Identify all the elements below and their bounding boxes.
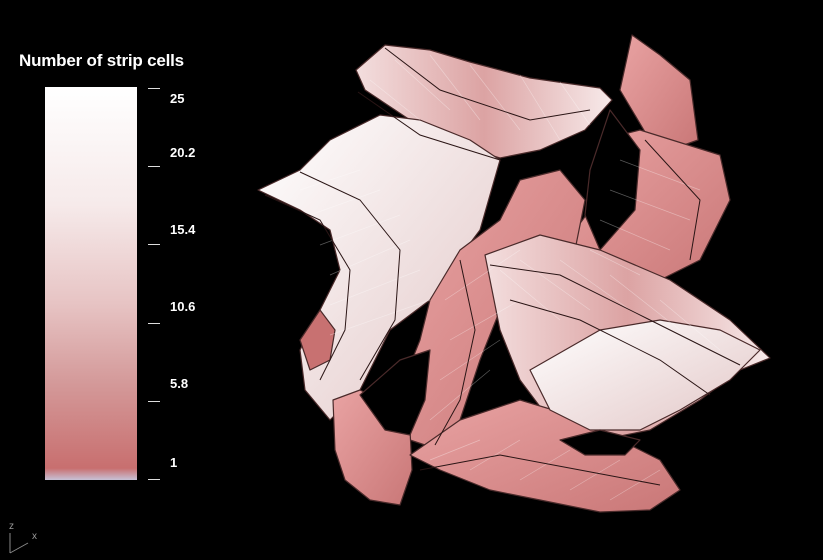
z-axis-label: z <box>9 521 14 532</box>
colorbar-tick <box>148 244 160 245</box>
colorbar-tick-label: 5.8 <box>170 376 189 391</box>
colorbar-tick-label: 15.4 <box>170 222 196 237</box>
colorbar-tick <box>148 479 160 480</box>
colorbar-tick <box>148 323 160 324</box>
legend-title: Number of strip cells <box>19 51 184 70</box>
colorbar-tick <box>148 166 160 167</box>
colorbar-tick-label: 1 <box>170 455 178 470</box>
x-axis-label: x <box>32 531 37 542</box>
colorbar-tick <box>148 401 160 402</box>
axis-orientation-indicator: z x <box>9 521 37 554</box>
colorbar-tick-label: 20.2 <box>170 145 196 160</box>
colorbar-tick-label: 25 <box>170 91 185 106</box>
colorbar-tick <box>148 88 160 89</box>
x-axis-line <box>9 542 29 554</box>
colorbar-tick-label: 10.6 <box>170 299 196 314</box>
colorbar <box>45 87 137 480</box>
